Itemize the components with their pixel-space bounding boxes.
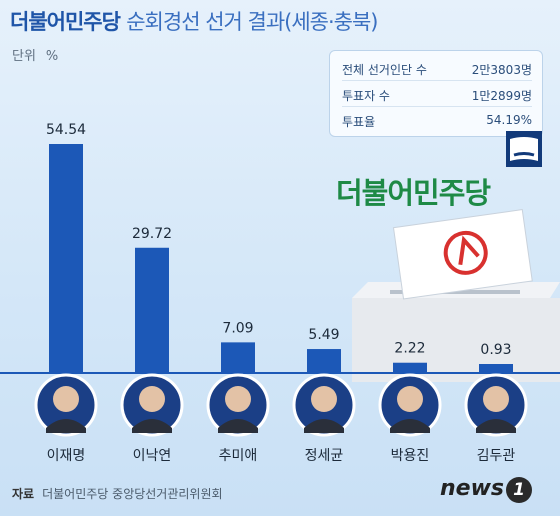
bar-chart: 54.54 이재명 29.72 이낙연 7.09 추미애 5.49 정세균 2.22 박용진 0.9… bbox=[0, 122, 560, 464]
data-label: 0.93 bbox=[480, 342, 511, 358]
party-flag-icon bbox=[506, 131, 542, 167]
bar bbox=[393, 362, 427, 372]
bar bbox=[479, 364, 513, 372]
ballot-box-icon bbox=[352, 209, 560, 382]
candidate-suit-icon bbox=[132, 419, 172, 433]
category-label: 이낙연 bbox=[133, 448, 172, 464]
footer-source: 더불어민주당 중앙당선거관리위원회 bbox=[42, 487, 223, 501]
info-box: 전체 선거인단 수 2만3803명 투표자 수 1만2899명 투표율 54.19% bbox=[329, 50, 543, 137]
unit-text: 단위 bbox=[12, 49, 36, 64]
category-label: 김두관 bbox=[477, 448, 516, 464]
info-value: 1만2899명 bbox=[471, 89, 532, 103]
data-label: 54.54 bbox=[46, 122, 86, 138]
data-label: 29.72 bbox=[132, 226, 172, 242]
category-label: 박용진 bbox=[391, 448, 430, 464]
party-logo: 더불어민주당 bbox=[336, 176, 491, 210]
candidate-suit-icon bbox=[304, 419, 344, 433]
news1-logo: news 1 bbox=[440, 476, 533, 503]
info-value: 54.19% bbox=[486, 113, 532, 127]
info-value: 2만3803명 bbox=[471, 63, 532, 77]
candidate-suit-icon bbox=[218, 419, 258, 433]
data-label: 2.22 bbox=[394, 341, 425, 357]
candidate-face-icon bbox=[397, 386, 423, 412]
info-key: 투표율 bbox=[342, 115, 376, 129]
logo-number: 1 bbox=[506, 477, 533, 503]
candidate-suit-icon bbox=[46, 419, 86, 433]
candidate-face-icon bbox=[311, 386, 337, 412]
info-row-electorate: 전체 선거인단 수 2만3803명 bbox=[342, 58, 532, 81]
bar bbox=[135, 247, 169, 372]
data-label: 5.49 bbox=[308, 327, 339, 343]
candidate-face-icon bbox=[225, 386, 251, 412]
category-label: 추미애 bbox=[219, 448, 258, 464]
candidate-face-icon bbox=[139, 386, 165, 412]
candidate-face-icon bbox=[53, 386, 79, 412]
data-label: 7.09 bbox=[222, 320, 253, 336]
category-label: 이재명 bbox=[47, 448, 86, 464]
unit-symbol: % bbox=[45, 49, 59, 64]
unit-label: 단위% bbox=[12, 45, 58, 64]
title-rest: 순회경선 선거 결과(세종·충북) bbox=[126, 10, 378, 34]
bar bbox=[49, 144, 83, 372]
info-row-turnout: 투표율 54.19% bbox=[342, 110, 532, 132]
candidate-suit-icon bbox=[476, 419, 516, 433]
candidate-face-icon bbox=[483, 386, 509, 412]
category-label: 정세균 bbox=[305, 448, 344, 464]
info-row-voters: 투표자 수 1만2899명 bbox=[342, 84, 532, 107]
info-key: 전체 선거인단 수 bbox=[342, 63, 427, 77]
bar bbox=[307, 349, 341, 372]
footer-label: 자료 bbox=[12, 487, 35, 501]
page-title: 더불어민주당 순회경선 선거 결과(세종·충북) bbox=[10, 6, 379, 36]
title-party: 더불어민주당 bbox=[10, 10, 121, 34]
bars-group: 54.54 이재명 29.72 이낙연 7.09 추미애 5.49 정세균 2.22 박용진 0.9… bbox=[34, 122, 528, 464]
candidate-suit-icon bbox=[390, 419, 430, 433]
logo-text: news bbox=[440, 476, 505, 501]
info-key: 투표자 수 bbox=[342, 89, 390, 103]
bar bbox=[221, 342, 255, 372]
footer: 자료 더불어민주당 중앙당선거관리위원회 bbox=[12, 485, 223, 502]
